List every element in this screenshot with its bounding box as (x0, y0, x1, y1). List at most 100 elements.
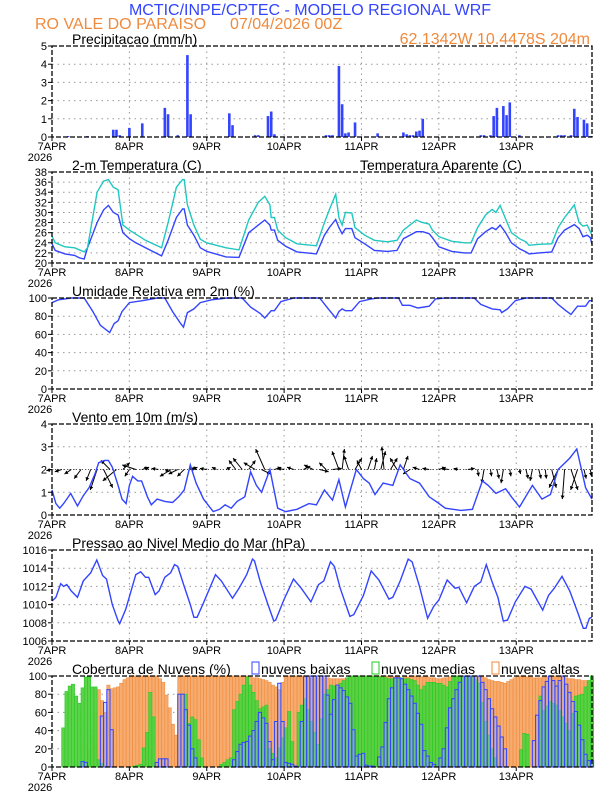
cloud-bar-nuvens-altas (199, 675, 204, 768)
precip-bar (340, 104, 344, 137)
wind-vector-head (228, 460, 233, 465)
temp-line-1 (51, 178, 593, 253)
y-tick-label: 3 (41, 442, 47, 454)
y-tick-label: 30 (35, 207, 47, 219)
temp-line-0 (51, 204, 593, 260)
legend-low-swatch (251, 661, 260, 675)
x-tick-label: 7APR (38, 267, 67, 279)
cloud-bar-nuvens-medias (199, 757, 204, 768)
cloud-bar-nuvens-medias (222, 762, 227, 768)
wind-vector-head (251, 460, 256, 465)
wind-vector-head (64, 470, 69, 475)
cloud-bar-nuvens-medias (145, 732, 150, 768)
precip-bar (347, 132, 350, 137)
y-tick-label: 2 (41, 465, 47, 477)
rh-panel: 0 20 40 60 80 100 7APR 8APR 9APR 10APR 11APR 12APR 1… (28, 293, 593, 416)
wind-vector-head (528, 477, 533, 481)
cloud-bar-nuvens-medias (93, 686, 98, 768)
clouds-panel: 0 20 40 60 80 100 7APR 8APR 9APR 10APR 11APR 12APR 1… (28, 671, 595, 792)
precip-bar (337, 66, 341, 137)
wind-vector-head (46, 468, 51, 472)
y-tick-label: 40 (35, 348, 47, 360)
x-year-label: 2026 (28, 782, 52, 792)
wind-vector-head (422, 467, 427, 471)
wind-line-0 (51, 447, 593, 513)
precip-bar (324, 135, 328, 137)
y-tick-label: 0 (41, 762, 47, 774)
wind-vector-head (538, 474, 543, 479)
cloud-bar-nuvens-baixas (360, 752, 366, 768)
wind-vector-head (122, 464, 127, 468)
cloud-bar-nuvens-altas (229, 675, 233, 768)
precip-bar (495, 107, 499, 137)
y-tick-label: 100 (29, 671, 47, 683)
y-tick-label: 34 (35, 187, 47, 199)
precip-bar (421, 118, 425, 137)
precip-bar (269, 111, 273, 137)
y-tick-label: 0 (41, 132, 47, 144)
precip-bar (489, 135, 492, 137)
cloud-bar-nuvens-altas (135, 675, 140, 768)
x-tick-label: 10APR (267, 393, 302, 405)
wind-vector-head (159, 472, 164, 477)
wind-vector (570, 469, 578, 491)
y-tick-label: 20 (35, 366, 47, 378)
wind-vector-head (496, 474, 501, 479)
x-tick-label: 9APR (192, 393, 221, 405)
wind-vector-head (489, 472, 493, 477)
x-tick-label: 10APR (267, 645, 302, 657)
cloud-bar-nuvens-altas (216, 675, 220, 768)
cloud-bar-nuvens-altas (209, 675, 214, 768)
wind-vector-head (243, 462, 248, 467)
x-tick-label: 8APR (115, 393, 144, 405)
y-tick-label: 20 (35, 744, 47, 756)
precip-bar (331, 135, 334, 137)
legend-high-swatch (491, 661, 500, 675)
precip-frame (51, 45, 593, 138)
precip-bar (344, 133, 347, 137)
y-tick-label: 26 (35, 228, 47, 240)
cloud-bar-nuvens-medias (74, 695, 79, 768)
precip-bar (163, 107, 167, 137)
x-year-label: 2026 (28, 404, 52, 416)
x-tick-label: 8APR (115, 141, 144, 153)
y-tick-label: 5 (41, 41, 47, 53)
wind-vector-head (102, 477, 107, 481)
x-tick-label: 12APR (421, 141, 456, 153)
cloud-bar-nuvens-medias (428, 682, 433, 768)
precip-bar (66, 136, 70, 137)
y-tick-label: 1014 (23, 563, 47, 575)
x-tick-label: 8APR (115, 519, 144, 531)
legend-high-label: nuvens altas (501, 661, 580, 677)
wind-vector-head (453, 467, 458, 472)
wind-vector-head (85, 476, 90, 481)
y-tick-label: 1012 (23, 581, 47, 593)
y-tick-label: 100 (29, 293, 47, 305)
x-tick-label: 7APR (38, 141, 67, 153)
precip-bar (273, 134, 276, 137)
precip-bar (402, 132, 405, 137)
cloud-bar-nuvens-medias (90, 686, 95, 768)
y-tick-label: 3 (41, 77, 47, 89)
y-tick-label: 4 (41, 59, 47, 71)
x-tick-label: 9APR (192, 771, 221, 783)
wind-vector-head (390, 458, 394, 463)
wind-vector-head (358, 458, 362, 463)
legend-low-label: nuvens baixas (261, 661, 351, 677)
wind-vector-head (583, 474, 588, 479)
y-tick-label: 4 (41, 419, 47, 431)
precip-bar (418, 130, 421, 137)
wind-vector-head (199, 467, 204, 471)
wind-vector (561, 469, 566, 500)
x-tick-label: 12APR (421, 393, 456, 405)
cloud-bar-nuvens-altas (132, 675, 137, 768)
cloud-bar-nuvens-altas (170, 723, 175, 768)
wind-vector-head (125, 462, 130, 467)
cloud-bar-nuvens-altas (212, 675, 217, 768)
pressure-frame (51, 549, 593, 642)
y-tick-label: 1 (41, 487, 47, 499)
y-tick-label: 1 (41, 114, 47, 126)
precip-bar (327, 135, 331, 137)
x-tick-label: 8APR (115, 267, 144, 279)
wind-vector-head (226, 467, 231, 471)
